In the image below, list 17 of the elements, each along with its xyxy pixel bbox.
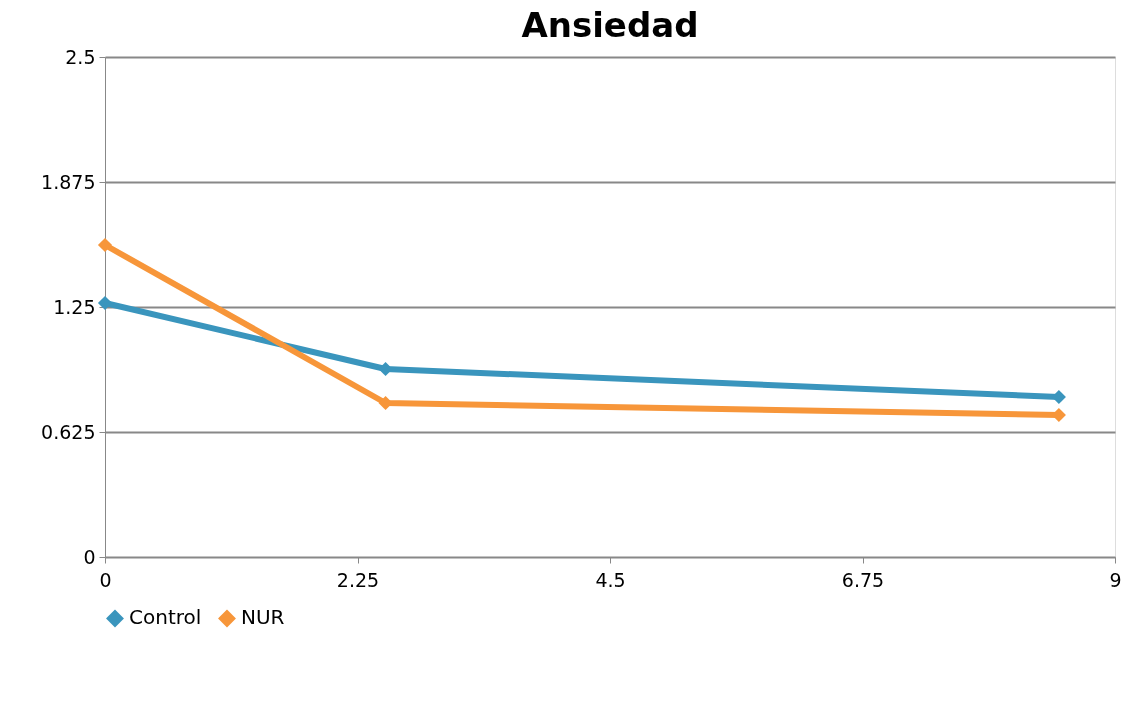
x-tick-label: 0 — [99, 568, 112, 591]
point — [97, 295, 113, 311]
x-tick-label: 2.25 — [336, 568, 380, 591]
y-tick-label: 2.5 — [65, 45, 96, 68]
x-tick-label: 9 — [1109, 568, 1122, 591]
x-tick-label: 4.5 — [595, 568, 626, 591]
point — [378, 395, 393, 411]
x-tick-label: 6.75 — [841, 568, 885, 591]
y-tick-label: 1.875 — [41, 170, 96, 193]
chart-title: Ansiedad — [521, 5, 699, 45]
y-tick-label: 1.25 — [53, 295, 96, 318]
legend-label: Control — [129, 605, 202, 630]
y-tick-label: 0.625 — [41, 420, 96, 443]
legend-label: NUR — [241, 605, 285, 630]
y-tick-label: 0 — [83, 545, 96, 568]
point — [97, 237, 113, 253]
point — [378, 361, 393, 377]
